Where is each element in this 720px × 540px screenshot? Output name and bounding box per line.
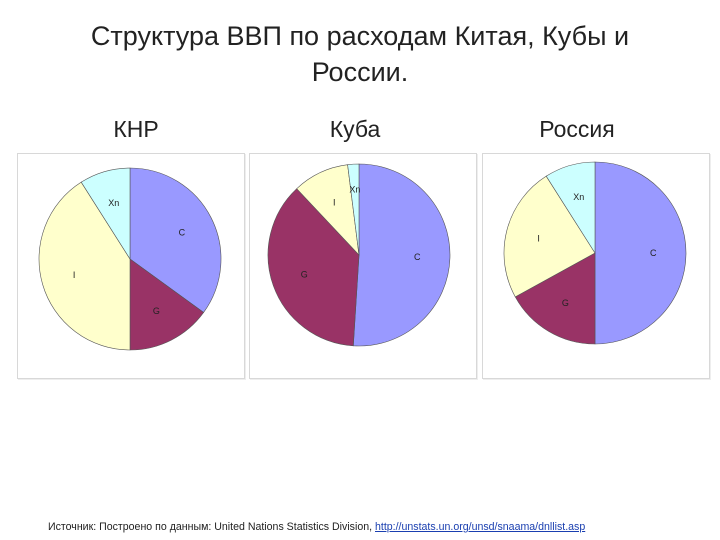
pie-slice-i (503, 175, 596, 298)
pie-slice-c (129, 167, 222, 313)
slice-label-i: I (333, 197, 336, 207)
pie-slice-xn (545, 161, 596, 255)
slice-label-i: I (73, 270, 76, 280)
source-text: Источник: Построено по данным: United Na… (48, 521, 375, 533)
slice-label-c: C (179, 228, 186, 238)
pie-panel-china: C G I Xn (17, 153, 245, 379)
pie-slice-i (38, 181, 131, 351)
pie-panel-russia: C G I Xn (482, 153, 710, 379)
pie-slice-c (594, 161, 687, 345)
source-note: Источник: Построено по данным: United Na… (48, 521, 585, 533)
slice-label-xn: Xn (108, 198, 119, 208)
pie-chart-china: C G I Xn (38, 167, 222, 351)
slice-label-xn: Xn (349, 185, 360, 195)
pie-chart-cuba: C G I Xn (267, 163, 451, 347)
pie-panel-cuba: C G I Xn (249, 153, 477, 379)
source-link[interactable]: http://unstats.un.org/unsd/snaama/dnllis… (375, 521, 586, 533)
chart-title-china: КНР (113, 116, 159, 142)
slice-label-g: G (153, 306, 160, 316)
slice-label-g: G (301, 270, 308, 280)
pie-slice-g (514, 252, 596, 345)
slice-label-c: C (414, 252, 421, 262)
slice-label-g: G (562, 298, 569, 308)
pie-slice-c (352, 163, 451, 347)
slice-label-i: I (537, 234, 540, 244)
pie-slice-xn (347, 163, 360, 256)
page-title: Структура ВВП по расходам Китая, Кубы и … (90, 21, 630, 87)
pie-chart-russia: C G I Xn (503, 161, 687, 345)
slice-label-xn: Xn (573, 192, 584, 202)
chart-title-cuba: Куба (329, 116, 381, 142)
pie-slice-g (129, 258, 205, 351)
pie-slice-g (267, 188, 360, 347)
slice-label-c: C (650, 248, 657, 258)
chart-title-russia: Россия (539, 116, 615, 142)
pie-slice-xn (80, 167, 131, 261)
